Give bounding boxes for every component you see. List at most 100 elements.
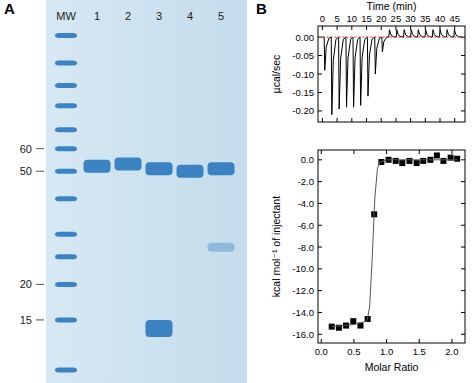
tick [353,339,354,343]
tick [318,334,322,335]
tick [381,26,382,30]
tick-label: -0.20 [292,105,314,116]
band [55,367,77,372]
lane-label: 1 [94,10,100,22]
tick-label: 0.00 [296,32,315,43]
tick [337,118,338,122]
tick [451,339,452,343]
band [84,160,111,173]
tick-label: 5 [334,13,339,24]
tick [318,268,322,269]
band [55,254,77,259]
tick [381,118,382,122]
x-axis-label: Time (min) [367,0,417,12]
y-axis-label: µcal/sec [270,55,282,94]
tick [318,74,322,75]
tick [318,181,322,182]
tick [321,150,322,154]
tick-label: -8.0 [298,242,314,253]
tick [425,118,426,122]
x-axis-label: Molar Ratio [365,361,419,373]
tick-label: 10 [347,13,358,24]
point [406,158,412,164]
tick [395,26,396,30]
band [55,103,77,108]
point [399,160,405,166]
point [350,318,356,324]
lane-label: 5 [218,10,224,22]
tick [425,26,426,30]
figure: MW1234515205060A0510152025303540450.00-0… [0,0,474,383]
lane-label: 2 [125,10,131,22]
tick [351,26,352,30]
tick-label: -12.0 [292,285,314,296]
tick [321,339,322,343]
tick-label: 30 [405,13,416,24]
tick-label: 0.0 [301,154,314,165]
tick [451,150,452,154]
band [55,83,77,88]
tick [461,290,465,291]
tick [410,26,411,30]
tick-label: 1.5 [413,346,426,357]
tick-label: -0.15 [292,87,314,98]
band [208,243,235,252]
band [55,146,77,151]
tick [318,159,322,160]
band [55,196,77,201]
tick [461,334,465,335]
tick [410,118,411,122]
tick [461,247,465,248]
tick [318,290,322,291]
tick [386,339,387,343]
band [146,320,173,337]
tick [461,110,465,111]
line [332,160,457,327]
tick-label: 50 [20,165,32,177]
tick [461,181,465,182]
tick [461,92,465,93]
tick-label: 60 [20,143,32,155]
tick-label: 40 [435,13,446,24]
tick-label: -4.0 [298,198,314,209]
y-axis-label: kcal mol⁻¹ of injectant [270,196,282,297]
tick [419,339,420,343]
marks [329,152,460,330]
tick [318,225,322,226]
point [434,152,440,158]
band [115,158,142,171]
tick [36,171,44,172]
band [146,162,173,175]
tick-label: -10.0 [292,263,314,274]
band [208,162,235,175]
tick [395,118,396,122]
tick-label: -16.0 [292,329,314,340]
tick [440,118,441,122]
tick-label: -0.10 [292,69,314,80]
band [55,232,77,237]
tick-label: 15 [20,314,32,326]
tick [461,159,465,160]
tick-label: 0 [320,13,325,24]
tick [318,37,322,38]
lane-label: 3 [156,10,162,22]
tick-label: 45 [449,13,460,24]
panel-title: A [4,0,15,17]
xy-panel: 0.00.51.01.52.00.0-2.0-4.0-6.0-8.0-10.0-… [270,150,465,373]
tick [461,312,465,313]
tick-label: 35 [420,13,431,24]
band [55,317,77,322]
tick [337,26,338,30]
tick-label: 2.0 [445,346,458,357]
tick [322,118,323,122]
tick [318,247,322,248]
marks [322,30,462,115]
tick [461,74,465,75]
line [322,37,462,38]
tick-label: 15 [361,13,372,24]
band [177,165,204,178]
tick [366,118,367,122]
tick [351,118,352,122]
tick [440,26,441,30]
tick [461,225,465,226]
